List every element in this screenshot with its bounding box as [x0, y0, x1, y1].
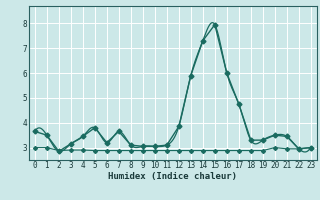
X-axis label: Humidex (Indice chaleur): Humidex (Indice chaleur)	[108, 172, 237, 181]
